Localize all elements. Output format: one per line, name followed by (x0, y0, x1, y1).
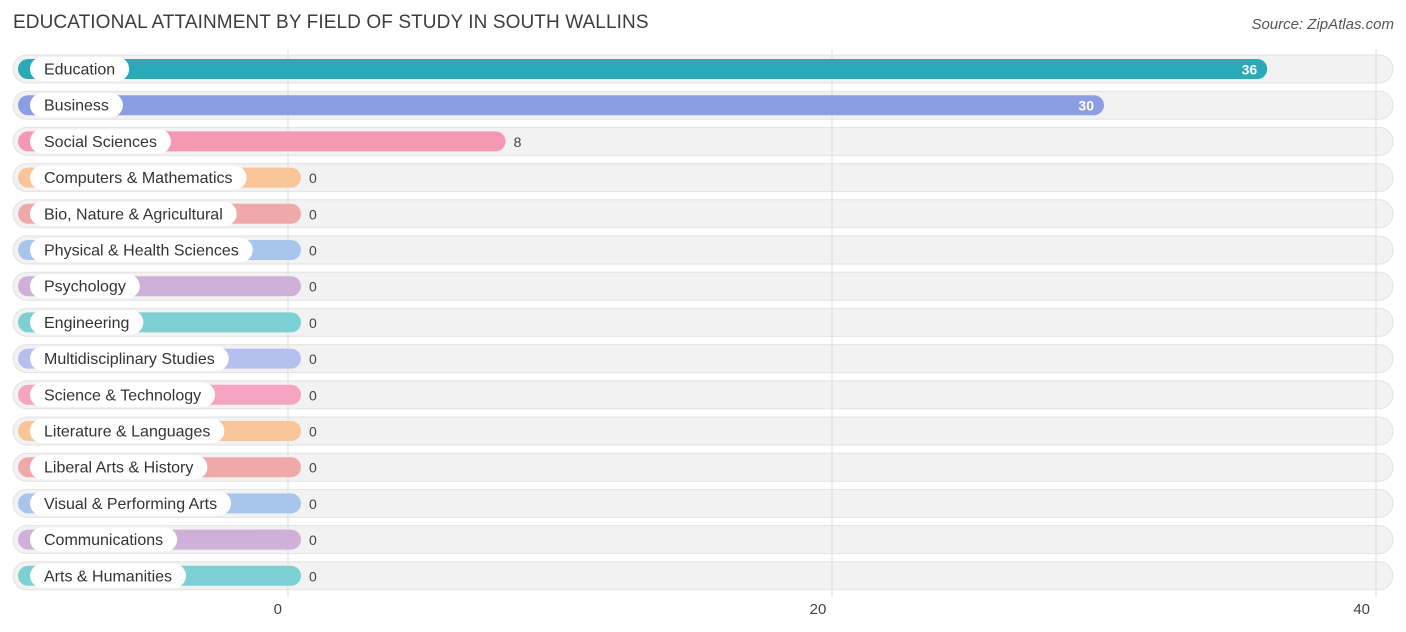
row-track (12, 452, 1394, 482)
row-track (12, 163, 1394, 193)
x-tick-label: 40 (1353, 601, 1370, 618)
row-track (12, 488, 1394, 518)
category-label: Multidisciplinary Studies (44, 351, 215, 368)
category-label: Education (44, 62, 115, 79)
row-track (12, 525, 1394, 555)
category-label-pill (30, 455, 208, 480)
category-label-pill (30, 491, 232, 516)
value-label: 30 (1078, 98, 1094, 114)
value-label: 0 (309, 206, 317, 222)
category-label-pill (30, 563, 187, 588)
category-label-pill (30, 165, 247, 190)
category-label-pill (30, 201, 237, 226)
category-label: Visual & Performing Arts (44, 496, 217, 513)
category-label: Literature & Languages (44, 424, 210, 441)
row-track (12, 561, 1394, 591)
x-tick-label: 20 (810, 601, 827, 618)
category-label: Engineering (44, 315, 129, 332)
chart-title: EDUCATIONAL ATTAINMENT BY FIELD OF STUDY… (13, 12, 649, 33)
value-label: 0 (309, 568, 317, 584)
value-label: 0 (309, 460, 317, 476)
category-label-pill (30, 57, 130, 81)
value-label: 0 (309, 279, 317, 295)
value-label: 0 (309, 315, 317, 331)
value-label: 0 (309, 387, 317, 403)
category-label-pill (30, 274, 140, 299)
category-label: Psychology (44, 279, 126, 296)
category-label: Liberal Arts & History (44, 460, 193, 477)
chart-source: Source: ZipAtlas.com (1251, 16, 1394, 33)
row-track (12, 416, 1394, 446)
value-label: 0 (309, 243, 317, 259)
category-label: Social Sciences (44, 134, 157, 151)
category-label: Communications (44, 532, 163, 549)
value-label: 0 (309, 496, 317, 512)
category-label-pill (30, 310, 144, 335)
row-track (12, 307, 1394, 337)
category-label: Computers & Mathematics (44, 170, 233, 187)
bar (18, 95, 1104, 116)
x-tick-label: 0 (274, 601, 282, 618)
category-label-pill (30, 129, 171, 154)
category-label: Business (44, 98, 109, 115)
category-label-pill (30, 238, 253, 262)
category-label-pill (30, 93, 123, 118)
row-track (12, 199, 1394, 229)
value-label: 36 (1242, 62, 1258, 78)
category-label: Arts & Humanities (44, 568, 172, 585)
row-track (12, 271, 1394, 301)
category-label: Science & Technology (44, 387, 201, 404)
category-label-pill (30, 419, 225, 443)
value-label: 0 (309, 170, 317, 186)
value-label: 8 (514, 134, 522, 150)
value-label: 0 (309, 351, 317, 367)
category-label: Bio, Nature & Agricultural (44, 206, 223, 223)
bar (18, 59, 1268, 79)
row-track (12, 344, 1394, 374)
category-label-pill (30, 346, 229, 371)
category-label-pill (30, 527, 178, 552)
value-label: 0 (309, 532, 317, 548)
row-track (12, 235, 1394, 265)
row-track (12, 380, 1394, 410)
category-label: Physical & Health Sciences (44, 243, 239, 260)
category-label-pill (30, 382, 216, 407)
value-label: 0 (309, 424, 317, 440)
